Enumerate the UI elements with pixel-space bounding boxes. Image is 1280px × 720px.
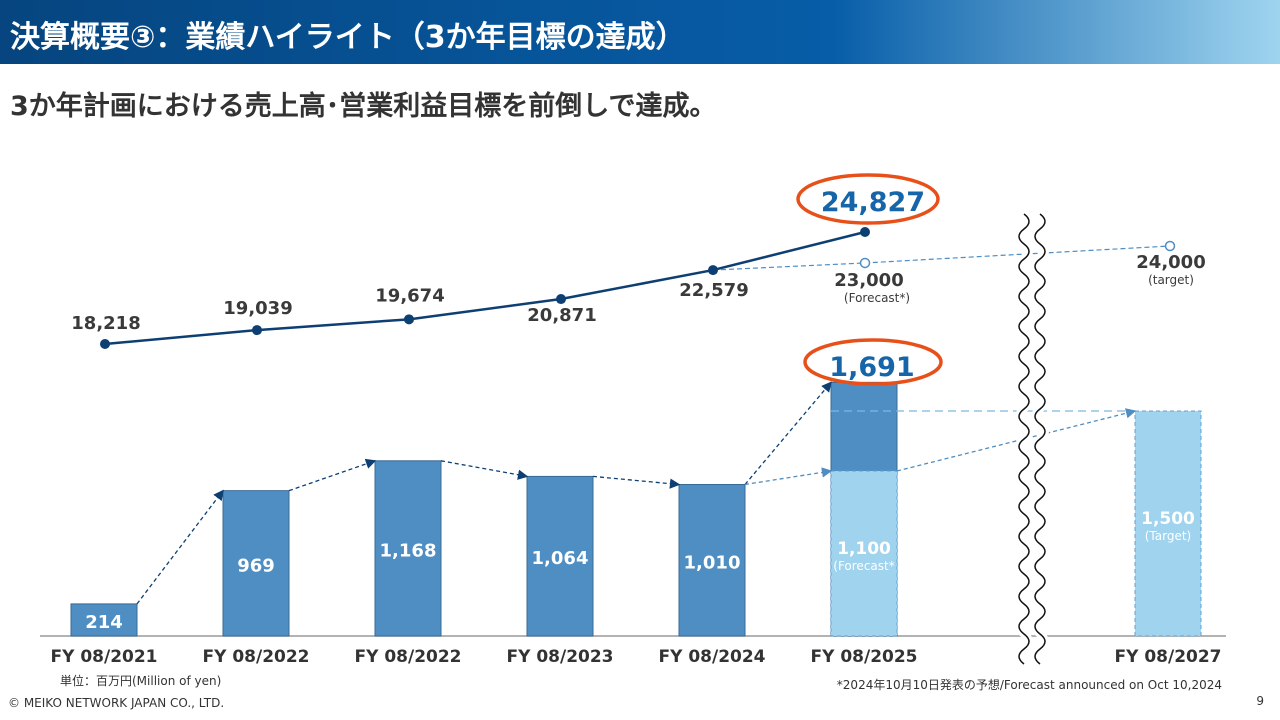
sales-value-label: 19,039 [223, 298, 292, 319]
x-tick-label: FY 08/2027 [1114, 647, 1221, 667]
bar-value-label: 969 [237, 555, 275, 576]
sales-forecast-point [859, 257, 871, 269]
bar-target-label: 1,500 [1141, 509, 1195, 529]
sales-value-label: 20,871 [527, 305, 596, 326]
highlight-ring [803, 338, 943, 386]
sales-forecast-note: (Forecast*) [844, 291, 910, 305]
sales-target-label: 24,000 [1136, 252, 1205, 273]
sales-line [104, 230, 866, 346]
bar-FY-08-2022 [222, 490, 290, 637]
bar-FY-08-2021 [70, 603, 138, 637]
sales-forecast-label: 23,000 [834, 270, 903, 291]
sales-point [708, 265, 718, 276]
sales-value-label: 18,218 [71, 313, 140, 334]
x-tick-label: FY 08/2021 [50, 647, 157, 667]
x-tick-label: FY 08/2022 [354, 647, 461, 667]
headline: 3か年計画における売上高･営業利益目標を前倒しで達成。 [10, 91, 717, 122]
axis-break-icon [1018, 213, 1030, 665]
bar-FY-08-2024 [678, 484, 746, 637]
bar-target-note: (Target) [1145, 529, 1192, 543]
axis-break-icon [1034, 213, 1046, 665]
bar-forecast-label: 1,100 [837, 539, 891, 559]
bar-trend-arrow [440, 460, 529, 480]
bar-trend-arrow [744, 381, 832, 485]
bar-value-label: 1,064 [532, 548, 589, 569]
sales-point [860, 226, 870, 237]
bar-trend-arrow [136, 489, 224, 605]
highlight-ring [796, 173, 940, 225]
sales-point [404, 314, 414, 325]
sales-target-note: (target) [1148, 273, 1194, 287]
x-tick-label: FY 08/2023 [506, 647, 613, 667]
bar-trend-arrow [592, 475, 681, 489]
bar-target-2027 [1134, 410, 1202, 637]
target-arrow [896, 408, 1137, 472]
x-tick-label: FY 08/2025 [810, 647, 917, 667]
bar-trend-arrow [288, 458, 377, 492]
bar-FY-08-2023 [526, 475, 594, 637]
sales-target-point [1164, 240, 1176, 252]
bar-value-label: 1,168 [380, 540, 437, 561]
sales-value-label-2025: 24,827 [821, 187, 925, 218]
bar-forecast-2025 [830, 470, 898, 637]
sales-value-label: 22,579 [679, 280, 748, 301]
sales-point [100, 339, 110, 349]
footnote: *2024年10月10日発表の予想/Forecast announced on … [836, 678, 1222, 692]
sales-point [252, 325, 262, 336]
forecast-arrow [744, 467, 833, 486]
bar-value-label: 214 [85, 612, 123, 633]
sales-forecast-line [712, 245, 1171, 271]
unit-note: 単位：百万円(Million of yen) [60, 674, 222, 688]
bar-value-label-2025: 1,691 [829, 352, 914, 383]
sales-value-label: 19,674 [375, 285, 444, 306]
sales-point [556, 294, 566, 305]
bar-FY-08-2022 [374, 460, 442, 637]
page-number: 9 [1256, 694, 1264, 708]
bar-value-label: 1,010 [684, 552, 741, 573]
copyright: © MEIKO NETWORK JAPAN CO., LTD. [8, 696, 225, 710]
page-title: 決算概要③：業績ハイライト（3か年目標の達成） [10, 20, 686, 55]
x-tick-label: FY 08/2024 [658, 647, 765, 667]
bar-forecast-note: (Forecast* [833, 559, 894, 573]
title-bar: 決算概要③：業績ハイライト（3か年目標の達成） [0, 0, 1280, 64]
x-tick-label: FY 08/2022 [202, 647, 309, 667]
